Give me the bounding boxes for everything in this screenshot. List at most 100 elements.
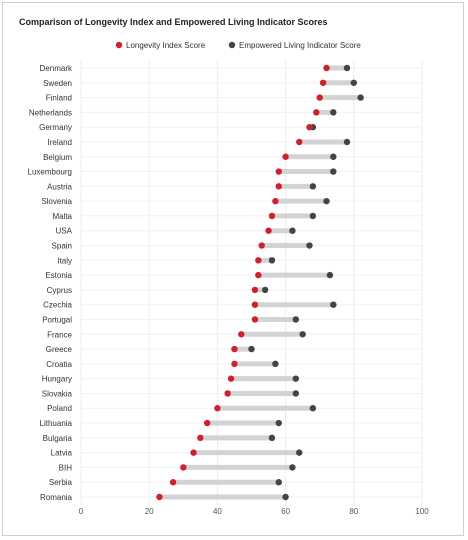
category-label: Germany xyxy=(39,123,72,132)
category-label: BIH xyxy=(59,463,73,472)
x-tick-label: 40 xyxy=(213,507,222,516)
longevity-point xyxy=(258,242,265,249)
empowered-point xyxy=(296,449,303,456)
category-label: Slovenia xyxy=(41,197,72,206)
category-label: Austria xyxy=(47,182,72,191)
longevity-point xyxy=(169,479,177,486)
longevity-point xyxy=(156,493,163,501)
empowered-point xyxy=(292,375,300,382)
grid-layer xyxy=(80,60,423,505)
category-label: Malta xyxy=(52,212,72,221)
legend-marker-longevity xyxy=(115,41,123,49)
x-tick-label: 60 xyxy=(281,507,290,516)
category-label: Poland xyxy=(47,404,72,413)
empowered-point xyxy=(350,79,357,86)
category-label: Italy xyxy=(57,256,72,265)
legend-label-empowered: Empowered Living Indicator Score xyxy=(239,41,361,50)
x-tick-label: 80 xyxy=(349,507,358,516)
category-label: Netherlands xyxy=(29,108,72,117)
longevity-point xyxy=(275,183,282,190)
category-label: Czechia xyxy=(43,301,72,310)
empowered-point xyxy=(309,405,317,412)
empowered-point xyxy=(343,64,351,72)
empowered-point xyxy=(330,168,337,175)
empowered-point xyxy=(330,153,337,160)
longevity-point xyxy=(282,153,289,160)
longevity-point xyxy=(272,197,279,205)
category-label: Romania xyxy=(40,493,73,502)
longevity-point xyxy=(255,257,262,264)
empowered-point xyxy=(292,316,300,323)
empowered-point xyxy=(309,183,317,190)
empowered-point xyxy=(289,464,296,471)
category-label: Belgium xyxy=(43,153,72,162)
category-label: France xyxy=(47,330,72,339)
longevity-point xyxy=(203,419,211,427)
empowered-point xyxy=(268,257,276,264)
chart-title: Comparison of Longevity Index and Empowe… xyxy=(19,17,328,27)
empowered-point xyxy=(326,271,334,279)
category-label: Estonia xyxy=(45,271,72,280)
category-label: Slovakia xyxy=(42,389,73,398)
empowered-point xyxy=(309,212,317,220)
longevity-point xyxy=(316,94,323,101)
empowered-point xyxy=(289,227,296,234)
longevity-point xyxy=(306,123,313,131)
longevity-point xyxy=(251,301,259,308)
longevity-point xyxy=(275,168,282,175)
category-label: Cyprus xyxy=(47,286,72,295)
longevity-point xyxy=(323,64,330,72)
category-label: Serbia xyxy=(49,478,73,487)
x-axis: 0 20 40 60 80 100 xyxy=(79,507,429,516)
category-label: Sweden xyxy=(43,79,72,88)
empowered-point xyxy=(343,138,351,146)
legend: Longevity Index Score Empowered Living In… xyxy=(115,41,361,50)
category-label: Bulgaria xyxy=(43,434,73,443)
empowered-point xyxy=(275,479,282,486)
longevity-point xyxy=(251,316,259,323)
empowered-point xyxy=(357,94,364,101)
category-label: Greece xyxy=(46,345,73,354)
empowered-point xyxy=(292,390,300,397)
longevity-point xyxy=(313,109,320,116)
x-tick-label: 20 xyxy=(145,507,154,516)
category-label: Portugal xyxy=(42,315,72,324)
longevity-point xyxy=(296,138,303,146)
longevity-point xyxy=(251,286,259,294)
empowered-point xyxy=(268,434,276,442)
x-tick-label: 100 xyxy=(415,507,429,516)
longevity-point xyxy=(255,271,262,279)
x-tick-label: 0 xyxy=(79,507,84,516)
empowered-point xyxy=(248,345,255,353)
empowered-point xyxy=(272,360,279,368)
category-label: Lithuania xyxy=(40,419,73,428)
longevity-point xyxy=(231,345,238,353)
empowered-point xyxy=(330,109,337,116)
legend-label-longevity: Longevity Index Score xyxy=(126,41,206,50)
empowered-point xyxy=(275,419,282,427)
longevity-point xyxy=(238,331,245,338)
category-label: Ireland xyxy=(48,138,72,147)
longevity-point xyxy=(197,434,204,442)
empowered-point xyxy=(330,301,337,308)
longevity-point xyxy=(231,360,238,368)
longevity-point xyxy=(180,464,187,471)
category-label: USA xyxy=(56,227,73,236)
longevity-point xyxy=(265,227,272,234)
empowered-point xyxy=(299,331,306,338)
longevity-point xyxy=(214,405,221,412)
category-axis: Denmark Sweden Finland Netherlands Germany Ir… xyxy=(28,64,73,502)
chart-card: Comparison of Longevity Index and Empowe… xyxy=(2,2,464,536)
longevity-point xyxy=(319,79,327,86)
empowered-point xyxy=(323,197,330,205)
category-label: Luxembourg xyxy=(28,168,72,177)
category-label: Hungary xyxy=(42,375,72,384)
category-label: Spain xyxy=(52,242,72,251)
empowered-point xyxy=(282,493,289,501)
category-label: Croatia xyxy=(46,360,72,369)
category-label: Denmark xyxy=(40,64,73,73)
empowered-point xyxy=(306,242,313,249)
legend-marker-empowered xyxy=(228,41,236,49)
category-label: Latvia xyxy=(51,449,73,458)
